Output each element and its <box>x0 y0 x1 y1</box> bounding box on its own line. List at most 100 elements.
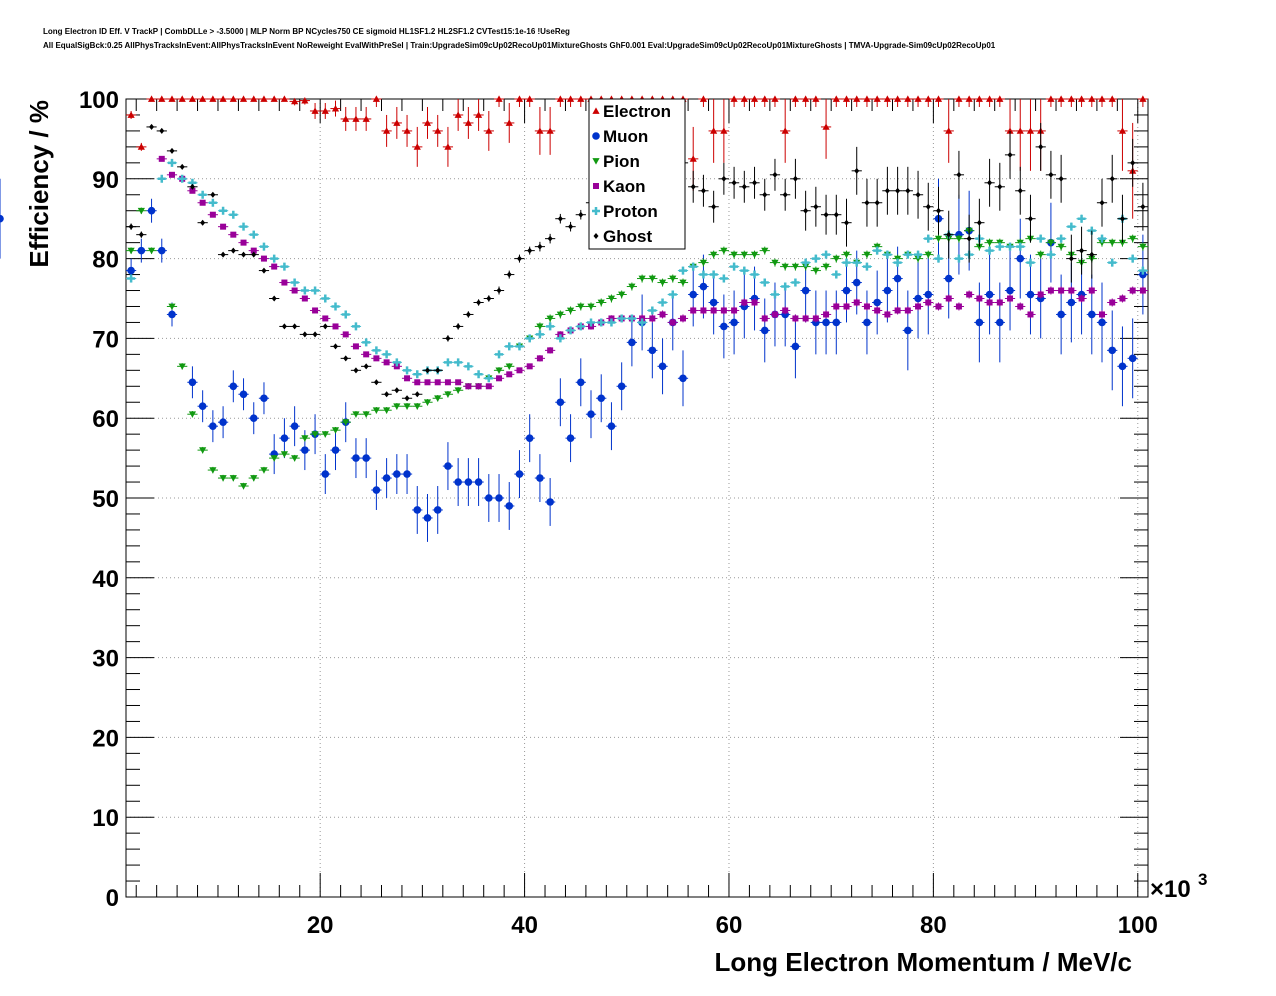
electron-point-79 <box>934 95 943 102</box>
proton-point-13 <box>259 242 268 251</box>
proton-point-96 <box>1108 258 1117 267</box>
legend: Electron Muon Pion Kaon Proton Ghost <box>588 98 686 250</box>
proton-point-32 <box>454 358 463 367</box>
ghost-point-6 <box>189 183 195 190</box>
proton-point-43 <box>566 326 575 335</box>
electron-point-90 <box>1047 95 1055 102</box>
electron-point-31 <box>444 143 452 150</box>
kaon-point-55 <box>690 307 697 314</box>
muon-point-7 <box>198 402 207 411</box>
kaon-point-69 <box>833 303 840 310</box>
proton-point-19 <box>321 294 330 303</box>
ghost-point-70 <box>844 219 850 226</box>
kaon-point-39 <box>526 363 533 370</box>
electron-point-21 <box>342 115 350 122</box>
proton-point-16 <box>290 278 299 287</box>
electron-point-87 <box>1016 127 1024 134</box>
ghost-point-95 <box>1099 199 1105 206</box>
electron-point-68 <box>822 123 830 130</box>
kaon-point-3 <box>158 155 165 162</box>
ghost-point-87 <box>1017 187 1023 194</box>
ghost-point-62 <box>762 191 768 198</box>
kaon-point-76 <box>904 307 911 314</box>
electron-point-77 <box>914 95 922 102</box>
muon-point-88 <box>1026 290 1035 299</box>
pion-point-64 <box>781 263 789 271</box>
muon-point-26 <box>393 470 401 478</box>
ghost-point-36 <box>496 287 502 294</box>
proton-point-74 <box>883 250 892 259</box>
pion-point-95 <box>1098 239 1106 247</box>
ghost-point-22 <box>353 367 359 374</box>
electron-point-38 <box>515 95 524 102</box>
kaon-point-12 <box>250 247 257 254</box>
muon-point-35 <box>485 494 493 502</box>
kaon-point-65 <box>792 315 799 322</box>
ghost-point-83 <box>976 219 982 226</box>
pion-point-31 <box>444 391 452 398</box>
kaon-point-36 <box>496 375 503 382</box>
ghost-point-79 <box>935 207 941 214</box>
electron-point-6 <box>188 95 197 102</box>
muon-point-12 <box>249 414 258 423</box>
electron-point-76 <box>904 95 912 102</box>
ghost-point-75 <box>895 187 901 194</box>
proton-point-37 <box>505 342 514 351</box>
ghost-point-2 <box>149 123 155 130</box>
proton-point-65 <box>791 278 800 287</box>
pion-point-7 <box>199 447 207 454</box>
proton-point-36 <box>495 350 504 359</box>
muon-point-25 <box>382 474 391 482</box>
muon-point-100 <box>0 214 4 223</box>
proton-point-71 <box>852 258 861 267</box>
kaon-point-41 <box>547 347 554 354</box>
ghost-point-10 <box>230 247 236 254</box>
y-tick-label-20: 20 <box>92 725 119 752</box>
ghost-point-12 <box>251 251 257 258</box>
proton-point-9 <box>219 206 228 215</box>
ghost-point-92 <box>1068 255 1074 262</box>
pion-point-22 <box>352 411 360 418</box>
proton-point-22 <box>351 322 360 331</box>
electron-point-83 <box>975 95 983 102</box>
muon-point-24 <box>372 486 381 494</box>
muon-point-10 <box>229 382 238 391</box>
pion-point-45 <box>587 303 595 311</box>
electron-point-56 <box>699 95 708 102</box>
proton-point-95 <box>1098 234 1107 243</box>
kaon-point-68 <box>823 311 830 318</box>
pion-point-20 <box>331 427 340 434</box>
electron-point-14 <box>270 95 278 102</box>
kaon-point-70 <box>843 303 850 310</box>
pion-point-79 <box>934 235 943 243</box>
pion-point-91 <box>1057 243 1065 251</box>
pion-point-30 <box>434 395 442 402</box>
electron-point-9 <box>219 95 227 102</box>
muon-point-75 <box>893 274 902 283</box>
kaon-point-23 <box>363 351 370 358</box>
kaon-point-64 <box>782 307 789 314</box>
muon-point-36 <box>495 494 503 502</box>
kaon-point-20 <box>332 323 339 330</box>
proton-point-90 <box>1046 250 1055 259</box>
ghost-point-23 <box>363 363 369 370</box>
pion-point-48 <box>618 291 626 299</box>
kaon-point-56 <box>700 307 707 314</box>
kaon-point-52 <box>659 311 666 318</box>
axis-ticks <box>126 98 1148 898</box>
pion-point-0 <box>127 247 135 255</box>
muon-point-23 <box>362 454 370 462</box>
electron-point-86 <box>1006 127 1014 134</box>
ghost-point-66 <box>803 207 809 214</box>
proton-point-34 <box>474 370 483 379</box>
muon-point-30 <box>433 506 442 514</box>
kaon-point-98 <box>1129 287 1136 294</box>
proton-point-88 <box>1026 258 1035 267</box>
proton-point-27 <box>403 366 412 375</box>
electron-point-2 <box>147 95 156 102</box>
kaon-point-6 <box>189 187 196 194</box>
ghost-point-84 <box>987 179 993 186</box>
electron-point-40 <box>536 127 544 134</box>
muon-point-49 <box>628 338 636 347</box>
ghost-point-11 <box>241 251 247 258</box>
